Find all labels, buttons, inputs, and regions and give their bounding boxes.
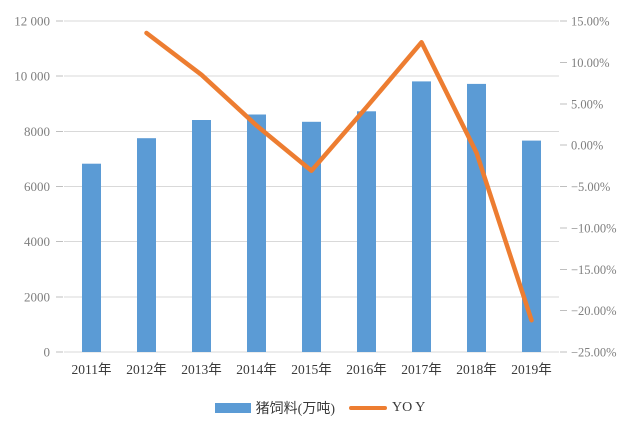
left-axis-label: 6000 — [24, 179, 50, 194]
bar-2012年 — [137, 138, 156, 352]
legend-item-yoy: YO Y — [349, 400, 425, 416]
x-axis-label: 2012年 — [126, 362, 167, 377]
right-axis-label: 10.00% — [571, 56, 610, 70]
legend-bar-swatch — [214, 403, 251, 413]
right-axis-label: 15.00% — [571, 15, 610, 29]
left-axis-label: 4000 — [24, 234, 50, 249]
bar-2013年 — [192, 120, 211, 352]
legend-item-feed: 猪饲料(万吨) — [214, 398, 335, 418]
left-axis-label: 0 — [44, 345, 51, 360]
bar-2011年 — [82, 163, 101, 352]
right-axis-label: 5.00% — [571, 97, 603, 111]
right-axis-label: −5.00% — [571, 180, 610, 194]
legend-label-feed: 猪饲料(万吨) — [255, 402, 335, 417]
bar-2016年 — [357, 111, 376, 352]
x-axis-label: 2014年 — [236, 362, 277, 377]
bar-2018年 — [467, 83, 486, 353]
left-axis-label: 10 000 — [14, 69, 50, 84]
x-axis-label: 2017年 — [401, 362, 442, 377]
legend: 猪饲料(万吨) YO Y — [0, 398, 640, 418]
right-axis-label: −10.00% — [571, 221, 617, 235]
left-axis-label: 12 000 — [14, 14, 50, 29]
x-axis-label: 2019年 — [511, 362, 552, 377]
legend-line-swatch — [349, 405, 387, 411]
left-axis-label: 8000 — [24, 124, 50, 139]
yoy-line — [144, 30, 534, 323]
right-axis-label: −25.00% — [571, 346, 617, 360]
x-axis-label: 2016年 — [346, 362, 387, 377]
bar-2014年 — [247, 114, 266, 352]
bar-2015年 — [302, 121, 321, 352]
right-axis-label: 0.00% — [571, 139, 603, 153]
x-axis-label: 2013年 — [181, 362, 222, 377]
right-axis-label: −15.00% — [571, 263, 617, 277]
left-axis-label: 2000 — [24, 289, 50, 304]
bar-2017年 — [412, 81, 431, 353]
x-axis-label: 2018年 — [456, 362, 497, 377]
x-axis-label: 2011年 — [72, 362, 112, 377]
right-axis-label: −20.00% — [571, 304, 617, 318]
x-axis-label: 2015年 — [291, 362, 332, 377]
legend-label-yoy: YO Y — [392, 400, 426, 415]
